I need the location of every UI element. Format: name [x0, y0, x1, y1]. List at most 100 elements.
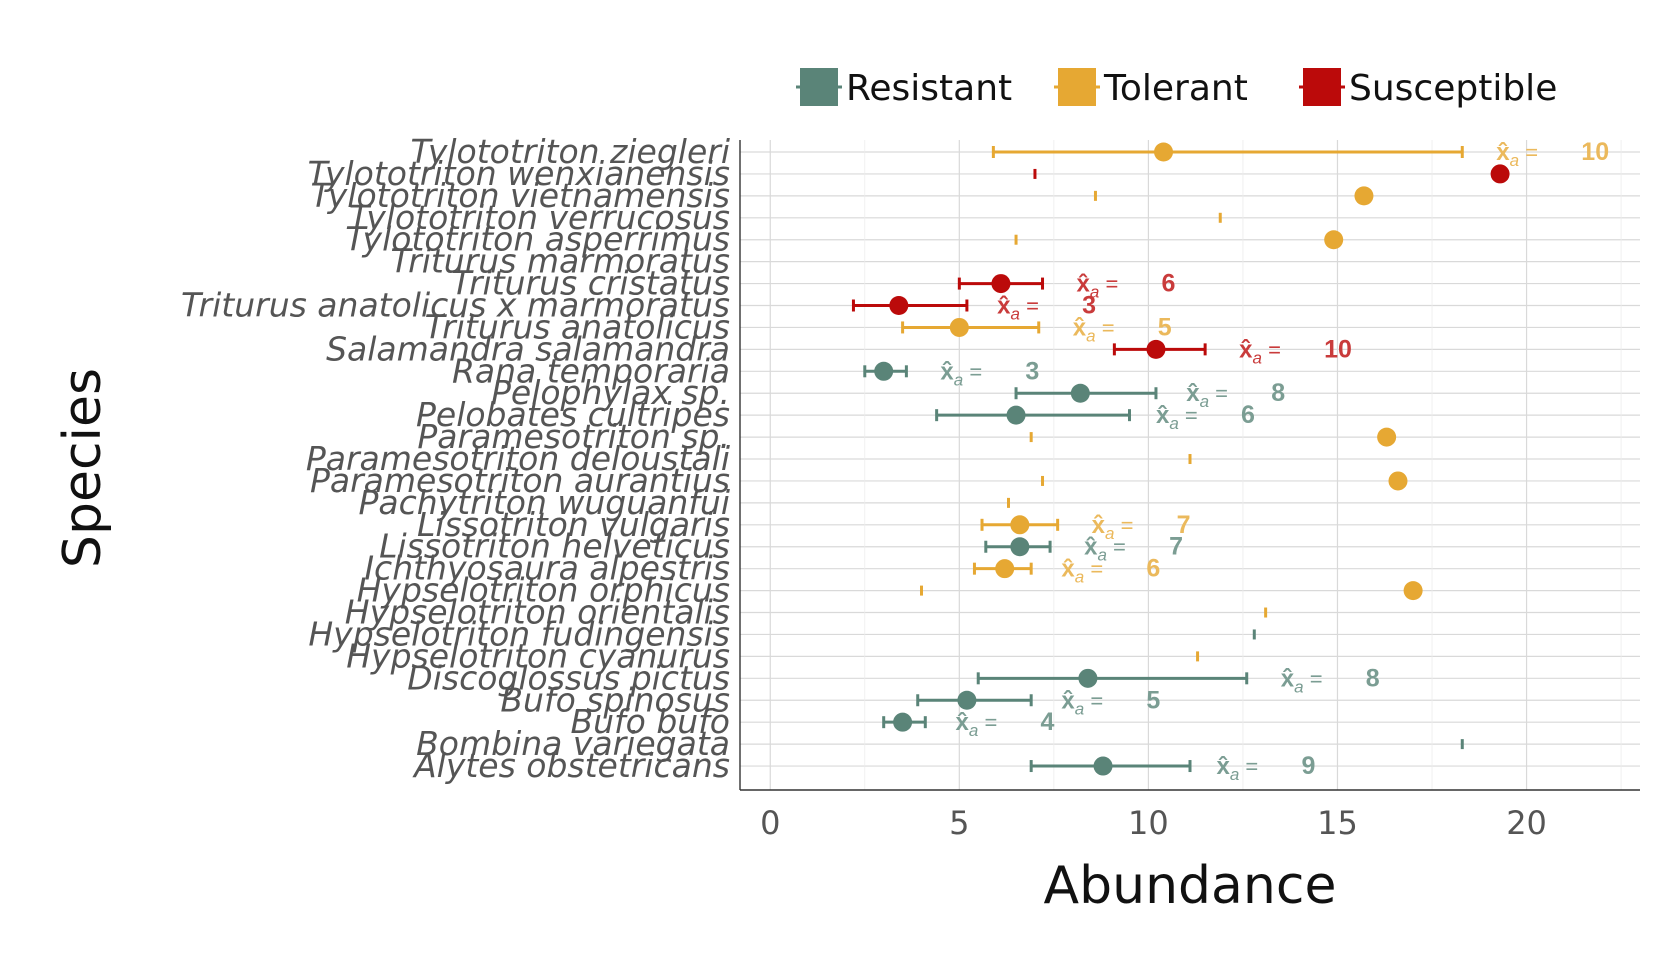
legend-label: Tolerant — [1103, 68, 1248, 109]
estimate-annotation: x̂a = — [997, 293, 1039, 324]
mean-point — [1070, 383, 1090, 403]
row-ichthyosaura-alpestris: x̂a = 6 — [972, 555, 1160, 587]
mean-point — [1010, 515, 1030, 535]
x-tick-label-0: 0 — [760, 804, 780, 842]
species-label-rana-temporaria: Rana temporaria — [452, 351, 730, 390]
species-label-hypselotriton-cyanurus: Hypselotriton cyanurus — [346, 636, 730, 675]
species-label-hypselotriton-fudingensis: Hypselotriton fudingensis — [308, 614, 730, 653]
row-alytes-obstetricans: x̂a = 9 — [1029, 752, 1315, 784]
species-label-alytes-obstetricans: Alytes obstetricans — [412, 746, 730, 785]
estimate-value: 6 — [1241, 401, 1255, 429]
row-triturus-cristatus: x̂a = 6 — [957, 270, 1176, 302]
species-label-tylototriton-vietnamensis: Tylototriton vietnamensis — [310, 176, 730, 215]
row-discoglossus-pictus: x̂a = 8 — [976, 664, 1380, 696]
estimate-value: 7 — [1169, 533, 1183, 561]
species-label-paramesotriton-aurantius: Paramesotriton aurantius — [310, 461, 730, 500]
estimate-value: 4 — [1041, 708, 1055, 736]
row-paramesotriton-aurantius — [1041, 471, 1408, 491]
mean-point — [1006, 405, 1026, 425]
estimate-annotation: x̂a = — [1186, 380, 1228, 411]
row-lissotriton-vulgaris: x̂a = 7 — [980, 511, 1191, 543]
species-label-hypselotriton-orientalis: Hypselotriton orientalis — [345, 593, 730, 632]
mean-point — [1354, 186, 1374, 206]
row-pelophylax-sp: x̂a = 8 — [1014, 379, 1285, 411]
estimate-annotation: x̂a = — [1216, 753, 1258, 784]
species-label-ichthyosaura-alpestris: Ichthyosaura alpestris — [364, 549, 730, 588]
row-paramesotriton-sp — [1029, 427, 1397, 447]
row-triturus-anatolicus-x-marmoratus: x̂a = 3 — [851, 292, 1096, 324]
legend-item-susceptible: Susceptible — [1299, 68, 1557, 109]
grid — [740, 140, 1640, 790]
estimate-annotation: x̂a = — [940, 358, 982, 389]
x-tick-label-15: 15 — [1317, 804, 1358, 842]
estimate-value: 6 — [1146, 555, 1160, 583]
mean-point — [957, 690, 977, 710]
species-label-hypselotriton-orphicus: Hypselotriton orphicus — [357, 571, 730, 610]
x-axis-title: Abundance — [1044, 856, 1337, 916]
species-label-tylototriton-asperrimus: Tylototriton asperrimus — [345, 220, 730, 259]
mean-point — [949, 317, 969, 337]
x-tick-label-5: 5 — [949, 804, 969, 842]
legend: Resistant Tolerant Susceptible — [796, 68, 1557, 109]
estimate-value: 8 — [1271, 379, 1285, 407]
row-rana-temporaria: x̂a = 3 — [863, 357, 1039, 389]
row-tylototriton-vietnamensis — [1093, 186, 1374, 206]
mean-point — [1388, 471, 1408, 491]
estimate-value: 10 — [1324, 335, 1352, 363]
estimate-value: 7 — [1177, 511, 1191, 539]
species-label-tylototriton-wenxianensis: Tylototriton wenxianensis — [308, 154, 730, 193]
estimate-annotation: x̂a = — [1061, 556, 1103, 587]
species-label-tylototriton-verrucosus: Tylototriton verrucosus — [349, 198, 730, 237]
mean-point — [1490, 164, 1510, 184]
species-label-triturus-anatolicus: Triturus anatolicus — [425, 307, 730, 346]
mean-point — [874, 361, 894, 381]
species-label-triturus-cristatus: Triturus cristatus — [451, 264, 730, 303]
mean-point — [1377, 427, 1397, 447]
species-label-pelobates-cultripes: Pelobates cultripes — [416, 395, 730, 434]
estimate-value: 10 — [1581, 138, 1609, 166]
estimate-value: 3 — [1025, 357, 1039, 385]
estimate-annotation: x̂a = — [1156, 402, 1198, 433]
row-salamandra-salamandra: x̂a = 10 — [1112, 335, 1352, 367]
mean-point — [1010, 537, 1030, 557]
mean-point — [1324, 230, 1344, 250]
x-tick-label-20: 20 — [1506, 804, 1547, 842]
row-bufo-spinosus: x̂a = 5 — [916, 686, 1160, 718]
estimate-annotation: x̂a = — [1281, 665, 1323, 696]
row-lissotriton-helveticus: x̂a = 7 — [984, 533, 1183, 565]
axes — [739, 140, 1640, 791]
species-label-discoglossus-pictus: Discoglossus pictus — [407, 658, 730, 697]
species-label-bufo-spinosus: Bufo spinosus — [500, 680, 730, 719]
mean-point — [1093, 756, 1113, 776]
mean-point — [1154, 142, 1174, 162]
estimate-annotation: x̂a = — [1077, 271, 1119, 302]
estimate-value: 5 — [1146, 686, 1160, 714]
estimate-value: 6 — [1162, 270, 1176, 298]
x-tick-label-10: 10 — [1128, 804, 1169, 842]
species-label-triturus-anatolicus-x-marmoratus: Triturus anatolicus x marmoratus — [181, 286, 730, 325]
species-label-lissotriton-helveticus: Lissotriton helveticus — [379, 527, 730, 566]
estimate-annotation: x̂a = — [1073, 314, 1115, 345]
legend-label: Susceptible — [1349, 68, 1557, 109]
row-bufo-bufo: x̂a = 4 — [882, 708, 1055, 740]
legend-item-resistant: Resistant — [796, 68, 1012, 109]
estimate-annotation: x̂a = — [1496, 139, 1538, 170]
y-axis-title: Species — [53, 368, 113, 568]
estimate-value: 3 — [1082, 292, 1096, 320]
species-label-pachytriton-wuguanfui: Pachytriton wuguanfui — [358, 483, 730, 522]
estimate-value: 8 — [1366, 664, 1380, 692]
species-label-salamandra-salamandra: Salamandra salamandra — [326, 329, 730, 368]
mean-point — [991, 274, 1011, 294]
species-label-paramesotriton-deloustali: Paramesotriton deloustali — [306, 439, 730, 478]
mean-point — [1078, 668, 1098, 688]
estimate-annotation: x̂a = — [1084, 534, 1126, 565]
row-hypselotriton-orphicus — [920, 581, 1423, 601]
mean-point — [995, 559, 1015, 579]
estimate-value: 5 — [1158, 313, 1172, 341]
species-label-bombina-variegata: Bombina variegata — [416, 724, 730, 763]
mean-point — [1146, 339, 1166, 359]
species-label-pelophylax-sp: Pelophylax sp. — [491, 373, 730, 412]
species-label-tylototriton-ziegleri: Tylototriton ziegleri — [411, 132, 730, 171]
